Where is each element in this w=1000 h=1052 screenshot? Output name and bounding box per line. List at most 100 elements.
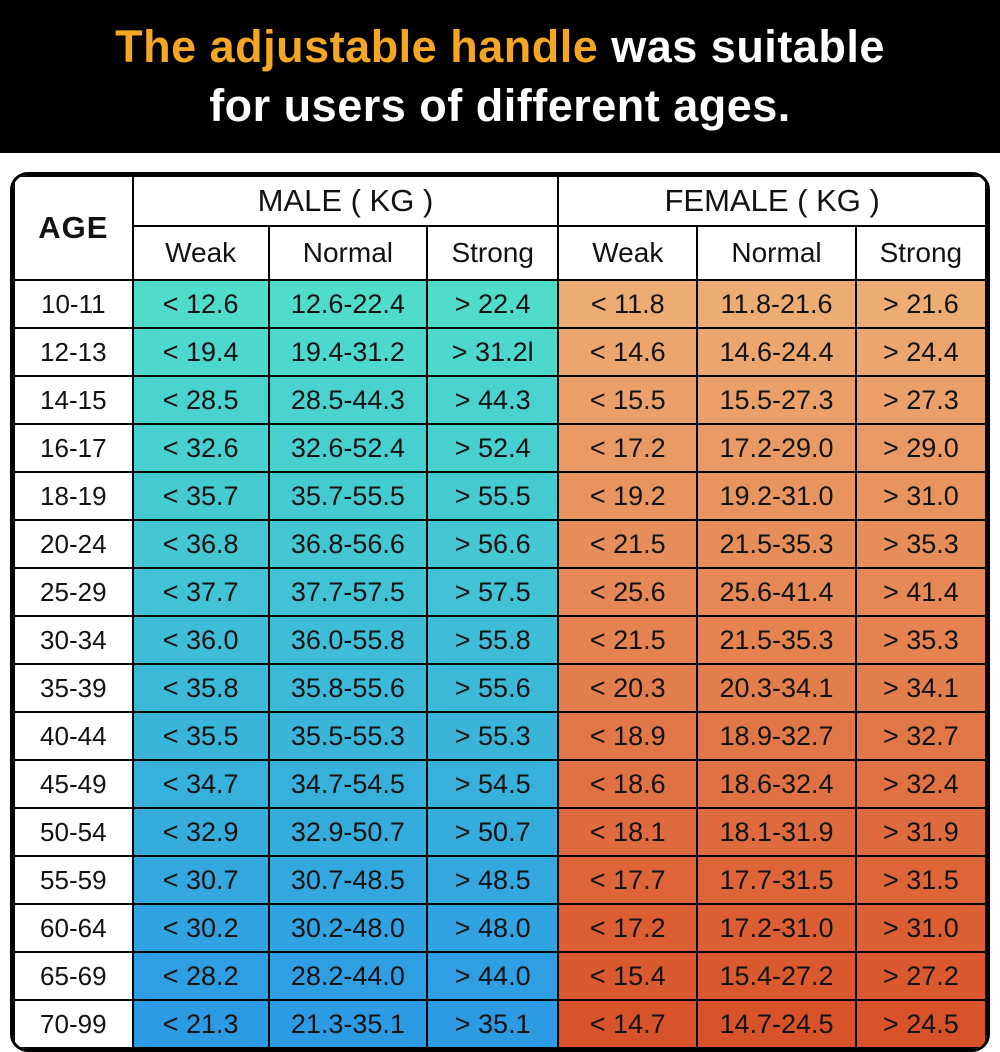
male-strong-cell: > 44.0 (426, 951, 560, 1001)
age-cell: 55-59 (13, 855, 134, 905)
female-strong-cell: > 32.4 (854, 759, 987, 809)
female-weak-cell: < 17.7 (557, 855, 699, 905)
female-weak-cell: < 18.9 (557, 711, 699, 761)
female-weak-cell: < 25.6 (557, 567, 699, 617)
male-strong-cell: > 54.5 (426, 759, 560, 809)
female-strong-cell: > 31.0 (854, 471, 987, 521)
age-cell: 10-11 (13, 279, 134, 329)
female-strong-cell: > 41.4 (854, 567, 987, 617)
female-strong-cell: > 32.7 (854, 711, 987, 761)
male-strong-cell: > 55.3 (426, 711, 560, 761)
male-strong-cell: > 48.5 (426, 855, 560, 905)
male-normal-cell: 35.5-55.3 (267, 711, 429, 761)
female-strong-cell: > 27.3 (854, 375, 987, 425)
banner-title-rest: was suitable (598, 21, 885, 73)
male-normal-cell: 32.9-50.7 (267, 807, 429, 857)
male-normal-cell: 37.7-57.5 (267, 567, 429, 617)
table-header: AGE MALE ( KG ) FEMALE ( KG ) Weak Norma… (13, 175, 987, 281)
male-weak-cell: < 21.3 (131, 999, 270, 1049)
male-strong-cell: > 55.5 (426, 471, 560, 521)
male-weak-cell: < 30.2 (131, 903, 270, 953)
male-weak-cell: < 36.0 (131, 615, 270, 665)
male-weak-cell: < 28.2 (131, 951, 270, 1001)
female-weak-cell: < 18.1 (557, 807, 699, 857)
age-cell: 60-64 (13, 903, 134, 953)
table-row: 18-19 < 35.7 35.7-55.5 > 55.5 < 19.2 19.2-31.… (13, 471, 987, 521)
age-cell: 45-49 (13, 759, 134, 809)
male-normal-cell: 21.3-35.1 (267, 999, 429, 1049)
strength-table: AGE MALE ( KG ) FEMALE ( KG ) Weak Norma… (13, 175, 987, 1049)
female-strong-cell: > 27.2 (854, 951, 987, 1001)
age-cell: 65-69 (13, 951, 134, 1001)
male-normal-cell: 36.8-56.6 (267, 519, 429, 569)
female-strong-cell: > 35.3 (854, 615, 987, 665)
female-normal-cell: 11.8-21.6 (696, 279, 857, 329)
female-normal-cell: 15.4-27.2 (696, 951, 857, 1001)
banner-title-highlight: The adjustable handle (115, 21, 599, 73)
female-strong-header: Strong (854, 225, 987, 281)
table-row: 45-49 < 34.7 34.7-54.5 > 54.5 < 18.6 18.6-32.… (13, 759, 987, 809)
male-weak-cell: < 35.8 (131, 663, 270, 713)
male-strong-cell: > 55.6 (426, 663, 560, 713)
female-strong-cell: > 24.4 (854, 327, 987, 377)
age-cell: 70-99 (13, 999, 134, 1049)
table-row: 16-17 < 32.6 32.6-52.4 > 52.4 < 17.2 17.2-29.… (13, 423, 987, 473)
male-normal-cell: 30.2-48.0 (267, 903, 429, 953)
female-normal-cell: 17.2-29.0 (696, 423, 857, 473)
table-row: 65-69 < 28.2 28.2-44.0 > 44.0 < 15.4 15.4-27.… (13, 951, 987, 1001)
female-weak-cell: < 14.6 (557, 327, 699, 377)
female-normal-cell: 18.6-32.4 (696, 759, 857, 809)
male-strong-header: Strong (426, 225, 560, 281)
table-row: 55-59 < 30.7 30.7-48.5 > 48.5 < 17.7 17.7-31.… (13, 855, 987, 905)
female-strong-cell: > 34.1 (854, 663, 987, 713)
strength-table-container: AGE MALE ( KG ) FEMALE ( KG ) Weak Norma… (10, 172, 990, 1052)
male-weak-cell: < 34.7 (131, 759, 270, 809)
female-normal-cell: 21.5-35.3 (696, 615, 857, 665)
female-weak-cell: < 17.2 (557, 423, 699, 473)
age-cell: 35-39 (13, 663, 134, 713)
male-weak-cell: < 36.8 (131, 519, 270, 569)
female-normal-cell: 14.6-24.4 (696, 327, 857, 377)
female-strong-cell: > 31.5 (854, 855, 987, 905)
age-cell: 30-34 (13, 615, 134, 665)
male-normal-cell: 28.2-44.0 (267, 951, 429, 1001)
table-body: 10-11 < 12.6 12.6-22.4 > 22.4 < 11.8 11.8-21.… (13, 279, 987, 1049)
table-row: 12-13 < 19.4 19.4-31.2 > 31.2l < 14.6 14.6-24… (13, 327, 987, 377)
table-row: 70-99 < 21.3 21.3-35.1 > 35.1 < 14.7 14.7-24.… (13, 999, 987, 1049)
age-cell: 16-17 (13, 423, 134, 473)
female-weak-cell: < 19.2 (557, 471, 699, 521)
female-strong-cell: > 35.3 (854, 519, 987, 569)
male-strong-cell: > 44.3 (426, 375, 560, 425)
male-strong-cell: > 48.0 (426, 903, 560, 953)
male-strong-cell: > 35.1 (426, 999, 560, 1049)
male-strong-cell: > 22.4 (426, 279, 560, 329)
female-normal-cell: 19.2-31.0 (696, 471, 857, 521)
male-weak-cell: < 35.5 (131, 711, 270, 761)
female-weak-cell: < 11.8 (557, 279, 699, 329)
female-strong-cell: > 31.0 (854, 903, 987, 953)
male-weak-cell: < 35.7 (131, 471, 270, 521)
banner-title-line1: The adjustable handle was suitable (115, 19, 885, 75)
table-row: 60-64 < 30.2 30.2-48.0 > 48.0 < 17.2 17.2-31.… (13, 903, 987, 953)
male-strong-cell: > 50.7 (426, 807, 560, 857)
female-weak-header: Weak (557, 225, 699, 281)
male-weak-cell: < 19.4 (131, 327, 270, 377)
female-normal-cell: 17.2-31.0 (696, 903, 857, 953)
male-normal-cell: 36.0-55.8 (267, 615, 429, 665)
banner: The adjustable handle was suitable for u… (0, 0, 1000, 153)
female-weak-cell: < 15.5 (557, 375, 699, 425)
male-strong-cell: > 57.5 (426, 567, 560, 617)
female-normal-cell: 18.9-32.7 (696, 711, 857, 761)
female-weak-cell: < 15.4 (557, 951, 699, 1001)
table-row: 30-34 < 36.0 36.0-55.8 > 55.8 < 21.5 21.5-35.… (13, 615, 987, 665)
female-strong-cell: > 24.5 (854, 999, 987, 1049)
female-weak-cell: < 18.6 (557, 759, 699, 809)
female-normal-header: Normal (696, 225, 857, 281)
male-weak-cell: < 37.7 (131, 567, 270, 617)
male-strong-cell: > 52.4 (426, 423, 560, 473)
age-cell: 14-15 (13, 375, 134, 425)
male-weak-cell: < 28.5 (131, 375, 270, 425)
male-weak-cell: < 30.7 (131, 855, 270, 905)
group-header-row: AGE MALE ( KG ) FEMALE ( KG ) (13, 175, 987, 281)
female-normal-cell: 18.1-31.9 (696, 807, 857, 857)
